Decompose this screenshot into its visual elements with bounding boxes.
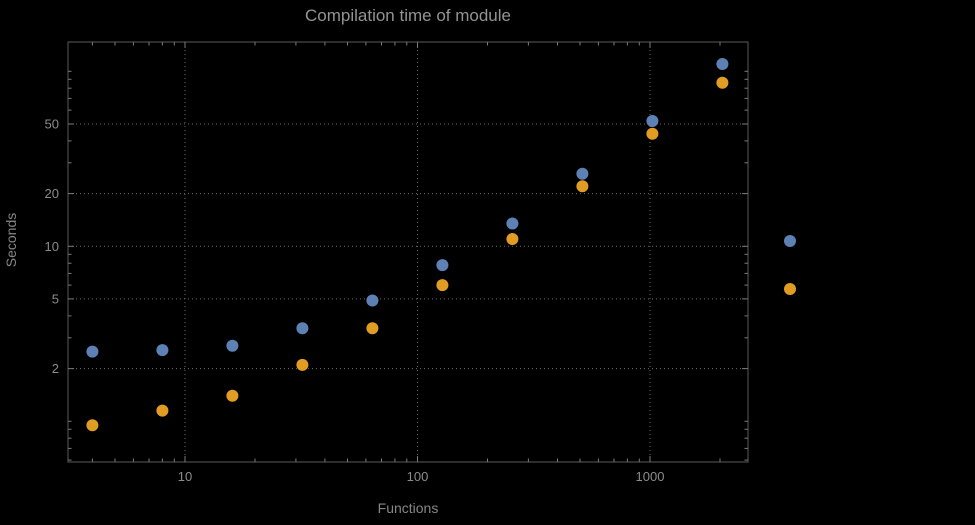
y-tick-label: 50 [45, 117, 59, 132]
chart-title: Compilation time of module [305, 6, 511, 25]
x-axis-label: Functions [378, 500, 439, 516]
data-point [226, 339, 239, 352]
data-point [646, 127, 659, 140]
data-point [366, 294, 379, 307]
data-point [366, 322, 379, 335]
data-point [646, 115, 659, 127]
gridlines [68, 42, 748, 462]
data-point [86, 419, 99, 432]
data-point [716, 76, 729, 89]
data-point [156, 344, 169, 357]
y-tick-label: 5 [52, 291, 59, 306]
data-point [506, 217, 519, 230]
axis-ticks [68, 42, 748, 462]
y-tick-label: 2 [52, 361, 59, 376]
data-point [576, 167, 589, 180]
data-point [226, 389, 239, 402]
y-axis-label: Seconds [3, 213, 19, 267]
data-point [576, 180, 589, 193]
legend [784, 235, 796, 295]
x-tick-label: 10 [178, 469, 192, 484]
data-point [436, 259, 449, 272]
series-1 [86, 58, 729, 358]
data-point [716, 58, 729, 70]
legend-marker [784, 283, 796, 295]
x-tick-label: 100 [407, 469, 429, 484]
series-2 [86, 76, 729, 432]
data-point [296, 322, 309, 335]
data-point [506, 233, 519, 245]
data-point [436, 279, 449, 292]
data-point [86, 345, 99, 358]
y-tick-label: 20 [45, 186, 59, 201]
legend-marker [784, 235, 796, 247]
x-tick-label: 1000 [636, 469, 665, 484]
tick-labels: 10 100 1000 2 5 10 20 50 [45, 117, 665, 485]
data-point [156, 404, 169, 417]
plot-frame [67, 41, 749, 463]
y-tick-label: 10 [45, 239, 59, 254]
data-point [296, 358, 309, 371]
